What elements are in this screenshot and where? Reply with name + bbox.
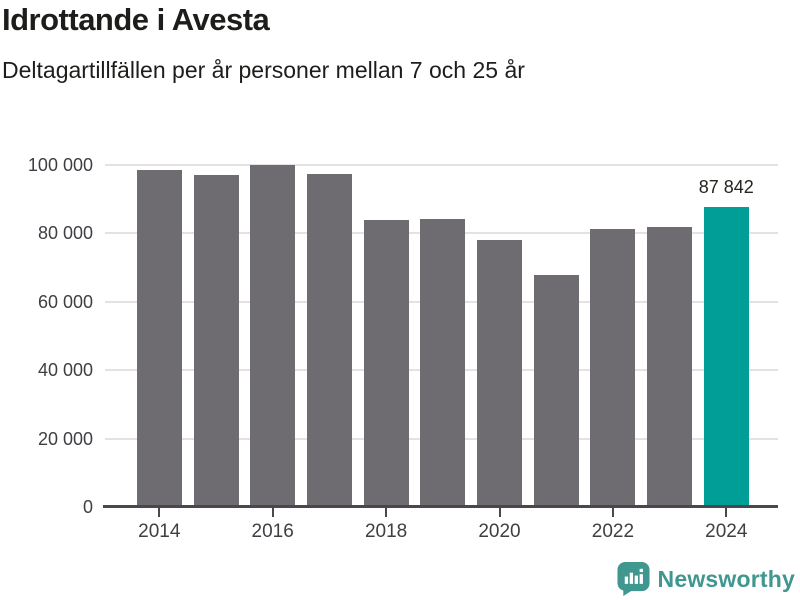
x-axis-tick [385,508,388,517]
page-subtitle: Deltagartillfällen per år personer mella… [2,57,525,83]
bar-2024 [703,206,749,506]
bar-2018 [363,219,409,506]
newsworthy-logo-icon [616,562,650,596]
bar-2019 [420,218,466,506]
bar-2021 [533,274,579,506]
x-axis-tick [725,508,728,517]
x-axis-tick [611,508,614,517]
bar-2022 [590,228,636,506]
x-axis-label: 2016 [251,521,294,542]
bar-2023 [647,226,693,506]
x-axis-tick [271,508,274,517]
gridline-100000 [105,164,778,166]
y-axis-label: 60 000 [37,291,93,312]
x-axis-label: 2022 [591,521,635,542]
bar-2015 [193,175,239,506]
y-axis-label: 0 [82,497,93,517]
x-axis-tick [498,508,501,517]
y-axis-label: 40 000 [37,360,93,381]
x-axis-label: 2018 [364,521,408,542]
brand-footer: Newsworthy [616,562,795,596]
bar-2016 [250,164,296,506]
bar-2017 [306,173,352,506]
x-axis-tick [158,508,161,517]
x-axis-label: 2014 [138,521,181,542]
bar-2014 [136,170,182,506]
y-axis-label: 100 000 [27,155,93,175]
x-axis-line [103,505,778,508]
brand-name: Newsworthy [657,565,795,592]
page-title: Idrottande i Avesta [2,2,270,37]
bar-2020 [477,240,522,506]
y-axis-label: 20 000 [37,428,93,449]
x-axis-label: 2020 [478,521,521,542]
x-axis-label: 2024 [705,521,748,542]
value-label: 87 842 [698,176,754,197]
y-axis-label: 80 000 [37,223,93,244]
